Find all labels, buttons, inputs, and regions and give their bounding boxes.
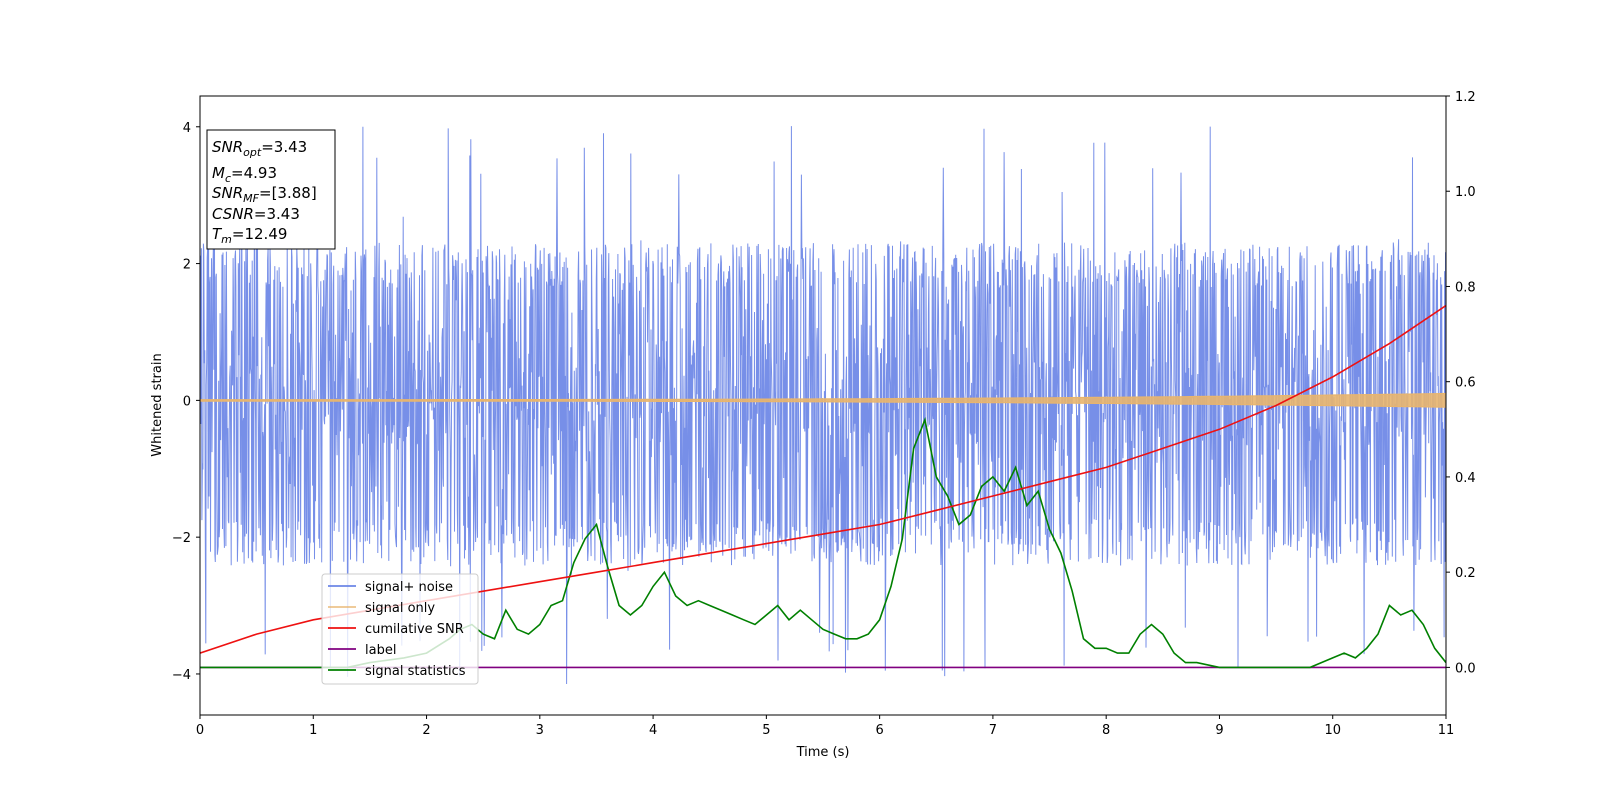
x-axis-label: Time (s)	[796, 745, 850, 760]
legend-frame	[321, 573, 479, 685]
plot-frame	[199, 95, 1447, 716]
annotation-line: Tm=12.49	[212, 225, 287, 246]
legend-label: label	[365, 643, 396, 658]
annotation-line: SNRopt=3.43	[212, 138, 307, 159]
y2-tick-label: 0.4	[1455, 471, 1476, 486]
y-axis-right: 0.0 0.2 0.4 0.6 0.8 1.0 1.2	[1446, 90, 1476, 676]
x-tick-label: 5	[762, 723, 770, 738]
x-tick-label: 11	[1438, 723, 1455, 738]
x-tick-label: 6	[875, 723, 883, 738]
x-tick-label: 1	[309, 723, 317, 738]
x-tick-label: 7	[989, 723, 997, 738]
series-line-signal-statistics	[200, 416, 1446, 669]
series-line-signal-noise	[200, 126, 1446, 685]
x-tick-label: 3	[536, 723, 544, 738]
x-tick-label: 0	[196, 723, 204, 738]
annotation-frame	[206, 129, 336, 250]
y2-tick-label: 1.0	[1455, 185, 1476, 200]
legend-label: signal statistics	[365, 664, 466, 679]
y-tick-label: −2	[172, 531, 191, 546]
y-tick-label: 0	[183, 394, 191, 409]
y-tick-label: 4	[183, 121, 191, 136]
y-axis-label: Whitened strain	[150, 353, 165, 456]
legend-label: signal only	[365, 601, 435, 616]
annotation-line: CSNR=3.43	[212, 205, 300, 223]
x-tick-label: 9	[1215, 723, 1223, 738]
x-axis: 0 1 2 3 4 5 6 7 8 9 10 11	[196, 715, 1454, 738]
y2-tick-label: 0.6	[1455, 376, 1476, 391]
x-tick-label: 10	[1324, 723, 1341, 738]
y2-tick-label: 0.2	[1455, 566, 1476, 581]
legend-label: signal+ noise	[365, 580, 453, 595]
y-tick-label: −4	[172, 668, 191, 683]
y-axis-left: −4 −2 0 2 4	[172, 121, 200, 683]
annotation-line: SNRMF=[3.88]	[212, 184, 317, 205]
x-tick-label: 4	[649, 723, 657, 738]
annotation-line: Mc=4.93	[212, 164, 277, 185]
y2-tick-label: 1.2	[1455, 90, 1476, 105]
legend-label: cumilative SNR	[365, 622, 464, 637]
y2-tick-label: 0.8	[1455, 280, 1476, 295]
x-tick-label: 2	[422, 723, 430, 738]
legend: signal+ noise signal only cumilative SNR la…	[321, 573, 479, 685]
y2-tick-label: 0.0	[1455, 661, 1476, 676]
y-tick-label: 2	[183, 258, 191, 273]
x-tick-label: 8	[1102, 723, 1110, 738]
series-line-signal-only	[200, 392, 1446, 408]
